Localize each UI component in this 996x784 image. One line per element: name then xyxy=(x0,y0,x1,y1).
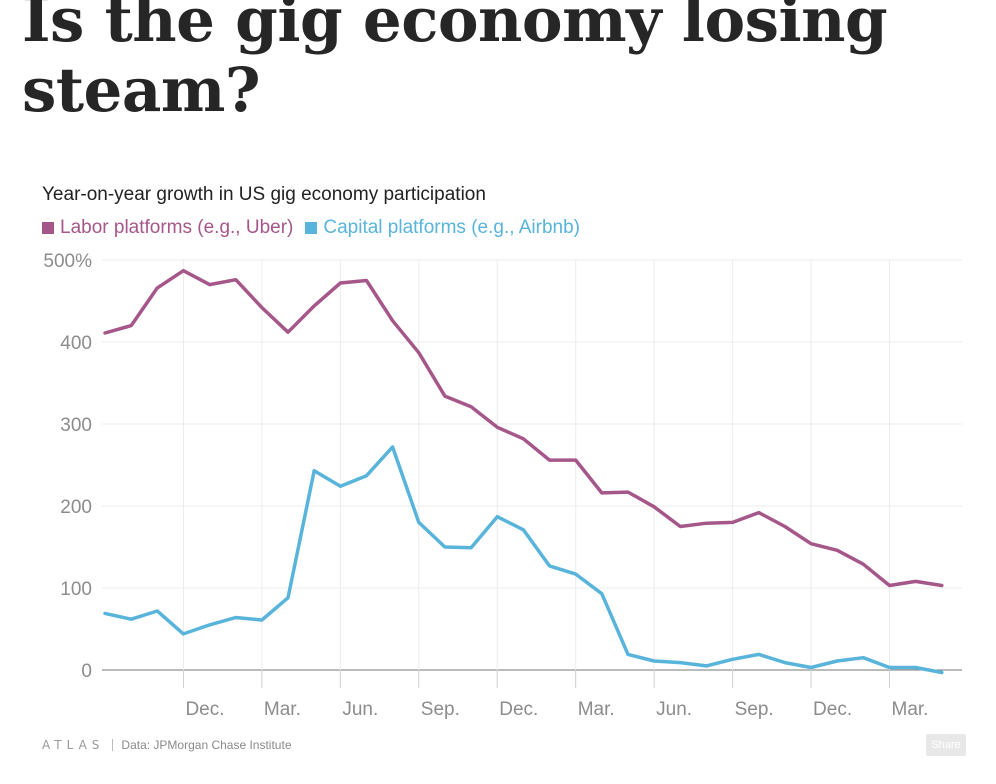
headline: Is the gig economy losing steam? xyxy=(22,0,888,126)
footer: ATLAS Data: JPMorgan Chase Institute xyxy=(42,738,292,752)
x-tick-label: Dec. xyxy=(499,699,538,720)
legend-label-labor: Labor platforms (e.g., Uber) xyxy=(60,217,294,238)
x-tick-label: Dec. xyxy=(813,699,852,720)
atlas-logo: ATLAS xyxy=(42,738,105,752)
x-tick-label: Sep. xyxy=(421,699,460,720)
y-tick-label: 100 xyxy=(60,579,92,600)
data-source: Data: JPMorgan Chase Institute xyxy=(121,738,292,752)
series-line-labor xyxy=(103,268,944,588)
legend-label-capital: Capital platforms (e.g., Airbnb) xyxy=(323,217,580,238)
footer-divider xyxy=(112,739,114,751)
x-tick-label: Mar. xyxy=(578,699,615,720)
x-tick-label: Mar. xyxy=(264,699,301,720)
legend-swatch-labor xyxy=(42,222,54,234)
chart-title: Year-on-year growth in US gig economy pa… xyxy=(42,184,486,205)
y-tick-label: 200 xyxy=(60,497,92,518)
series-line-capital xyxy=(103,445,944,675)
x-tick-label: Jun. xyxy=(342,699,378,720)
legend-item-capital: Capital platforms (e.g., Airbnb) xyxy=(305,217,580,239)
x-tick-label: Jun. xyxy=(656,699,692,720)
y-tick-label: 400 xyxy=(60,333,92,354)
legend-item-labor: Labor platforms (e.g., Uber) xyxy=(42,217,293,239)
x-tick-label: Sep. xyxy=(735,699,774,720)
x-tick-label: Dec. xyxy=(185,699,224,720)
y-tick-label: 0 xyxy=(81,661,92,682)
y-tick-label: 500% xyxy=(43,251,92,272)
legend-swatch-capital xyxy=(305,222,318,234)
x-tick-label: Mar. xyxy=(892,699,929,720)
y-tick-label: 300 xyxy=(60,415,92,436)
legend: Labor platforms (e.g., Uber) Capital pla… xyxy=(42,217,580,239)
share-button[interactable]: Share xyxy=(926,734,966,756)
